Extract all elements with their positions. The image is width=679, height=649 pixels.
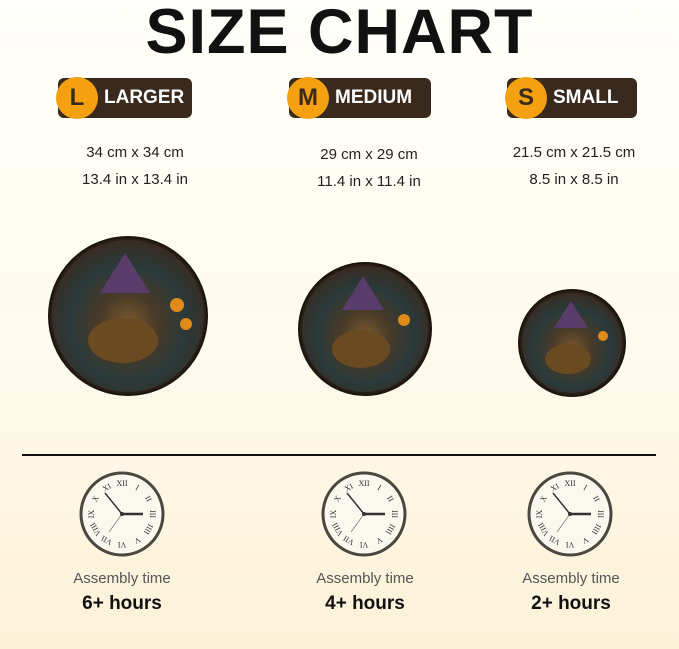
puzzle-image-large [48, 236, 208, 396]
dim-cm: 21.5 cm x 21.5 cm [512, 144, 636, 161]
badge-large: L LARGER [56, 77, 192, 119]
assembly-label: Assembly time [73, 570, 171, 587]
dim-cm: 34 cm x 34 cm [86, 144, 184, 161]
assembly-label: Assembly time [522, 570, 620, 587]
svg-text:III: III [390, 510, 399, 518]
page-title: SIZE CHART [145, 0, 534, 67]
size-label: SMALL [553, 87, 619, 108]
size-letter: L [56, 77, 98, 119]
svg-text:VI: VI [359, 540, 368, 549]
svg-text:V: V [132, 535, 142, 546]
svg-text:XII: XII [116, 479, 127, 488]
size-letter: S [505, 77, 547, 119]
svg-text:X: X [538, 494, 549, 504]
svg-text:III: III [148, 510, 157, 518]
svg-text:II: II [591, 494, 602, 503]
svg-text:II: II [385, 494, 396, 503]
svg-text:III: III [596, 510, 605, 518]
svg-text:I: I [582, 483, 589, 492]
svg-text:X: X [90, 494, 101, 504]
assembly-hours: 4+ hours [325, 593, 405, 614]
svg-text:VI: VI [117, 540, 126, 549]
badge-small: S SMALL [505, 77, 637, 119]
svg-text:XII: XII [564, 479, 575, 488]
svg-text:V: V [580, 535, 590, 546]
svg-text:II: II [143, 494, 154, 503]
dimensions-medium: 29 cm x 29 cm 11.4 in x 11.4 in [269, 141, 469, 195]
svg-text:IX: IX [535, 510, 544, 519]
dim-in: 8.5 in x 8.5 in [529, 171, 619, 188]
svg-text:IX: IX [329, 510, 338, 519]
assembly-hours: 2+ hours [531, 593, 611, 614]
size-label: MEDIUM [335, 87, 413, 108]
divider [22, 454, 656, 456]
svg-text:I: I [376, 483, 383, 492]
size-label: LARGER [104, 87, 185, 108]
svg-text:X: X [332, 494, 343, 504]
dim-in: 13.4 in x 13.4 in [82, 171, 188, 188]
dimensions-large: 34 cm x 34 cm 13.4 in x 13.4 in [35, 139, 235, 193]
svg-text:I: I [134, 483, 141, 492]
svg-text:VI: VI [565, 540, 574, 549]
svg-text:V: V [374, 535, 384, 546]
puzzle-image-medium [298, 262, 432, 396]
dim-in: 11.4 in x 11.4 in [317, 173, 421, 190]
badge-medium: M MEDIUM [287, 77, 431, 119]
assembly-hours: 6+ hours [82, 593, 162, 614]
dimensions-small: 21.5 cm x 21.5 cm 8.5 in x 8.5 in [474, 139, 674, 193]
puzzle-image-small [518, 289, 626, 397]
assembly-label: Assembly time [316, 570, 414, 587]
size-letter: M [287, 77, 329, 119]
svg-text:XII: XII [358, 479, 369, 488]
dim-cm: 29 cm x 29 cm [320, 146, 418, 163]
svg-text:IX: IX [87, 510, 96, 519]
